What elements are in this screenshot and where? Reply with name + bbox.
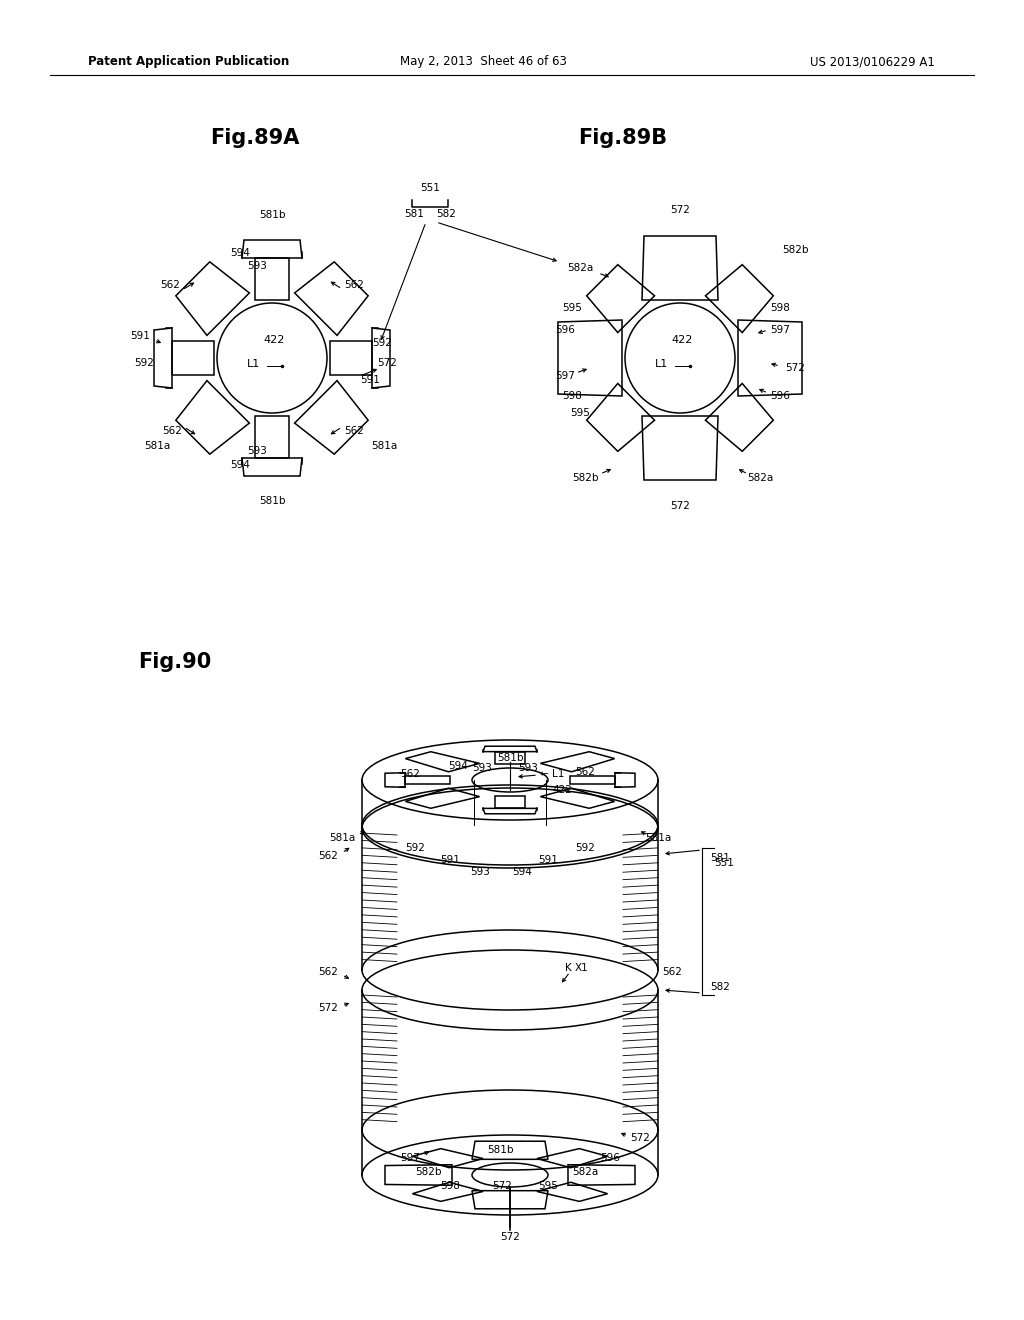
Text: 582: 582	[710, 982, 730, 993]
Text: 562: 562	[663, 968, 682, 977]
Text: L1: L1	[655, 359, 669, 370]
Text: 596: 596	[600, 1152, 620, 1163]
Text: 597: 597	[400, 1152, 420, 1163]
Text: 595: 595	[570, 408, 590, 418]
Text: 594: 594	[512, 867, 531, 876]
Text: 572: 572	[500, 1232, 520, 1242]
Text: L1: L1	[248, 359, 261, 370]
Text: ← L1: ← L1	[540, 770, 564, 779]
Text: 591: 591	[538, 855, 558, 865]
Text: 572: 572	[493, 1181, 512, 1191]
Text: 582b: 582b	[781, 246, 808, 255]
Text: 592: 592	[575, 843, 595, 853]
Text: 562: 562	[344, 280, 364, 290]
Text: 592: 592	[406, 843, 425, 853]
Text: Patent Application Publication: Patent Application Publication	[88, 55, 289, 69]
Text: 593: 593	[472, 763, 492, 774]
Text: 581b: 581b	[486, 1144, 513, 1155]
Text: 582: 582	[436, 209, 456, 219]
Text: Fig.89A: Fig.89A	[210, 128, 299, 148]
Text: 562: 562	[400, 770, 420, 779]
Text: 562: 562	[575, 767, 595, 777]
Text: 594: 594	[230, 459, 250, 470]
Text: 572: 572	[785, 363, 805, 374]
Text: 592: 592	[134, 358, 154, 368]
Text: 592: 592	[372, 338, 392, 348]
Text: 581: 581	[404, 209, 424, 219]
Text: 581a: 581a	[144, 441, 170, 451]
Text: 591: 591	[130, 331, 150, 341]
Text: 591: 591	[440, 855, 460, 865]
Text: 598: 598	[770, 304, 790, 313]
Text: 562: 562	[318, 851, 338, 861]
Text: 551: 551	[420, 183, 440, 193]
Text: K: K	[564, 964, 571, 973]
Text: Fig.89B: Fig.89B	[578, 128, 667, 148]
Text: 562: 562	[162, 426, 182, 436]
Text: Fig.90: Fig.90	[138, 652, 211, 672]
Text: 598: 598	[562, 391, 582, 401]
Text: 422: 422	[552, 785, 571, 795]
Text: 596: 596	[555, 325, 574, 335]
Text: 581a: 581a	[371, 441, 397, 451]
Text: 581b: 581b	[259, 210, 286, 220]
Text: 581b: 581b	[259, 496, 286, 506]
Text: 582b: 582b	[571, 473, 598, 483]
Text: 572: 572	[670, 502, 690, 511]
Text: 572: 572	[630, 1133, 650, 1143]
Text: 562: 562	[318, 968, 338, 977]
Text: May 2, 2013  Sheet 46 of 63: May 2, 2013 Sheet 46 of 63	[400, 55, 567, 69]
Text: 593: 593	[470, 867, 489, 876]
Text: 572: 572	[670, 205, 690, 215]
Text: 591: 591	[360, 375, 380, 385]
Text: 593: 593	[247, 261, 267, 271]
Text: 594: 594	[230, 248, 250, 257]
Text: 595: 595	[562, 304, 582, 313]
Text: 593: 593	[518, 763, 538, 774]
Text: 582a: 582a	[746, 473, 773, 483]
Text: X1: X1	[575, 964, 589, 973]
Text: 581b: 581b	[497, 752, 523, 763]
Text: 581a: 581a	[645, 833, 671, 843]
Text: 422: 422	[263, 335, 285, 345]
Text: 597: 597	[770, 325, 790, 335]
Text: 596: 596	[770, 391, 790, 401]
Text: 562: 562	[160, 280, 180, 290]
Text: 562: 562	[344, 426, 364, 436]
Text: 422: 422	[672, 335, 692, 345]
Text: 581: 581	[710, 853, 730, 863]
Text: 572: 572	[377, 358, 397, 368]
Text: 572: 572	[318, 1003, 338, 1012]
Text: 582a: 582a	[567, 263, 593, 273]
Text: 598: 598	[440, 1181, 460, 1191]
Text: 551: 551	[714, 858, 734, 869]
Text: 582a: 582a	[571, 1167, 598, 1177]
Text: 593: 593	[247, 446, 267, 455]
Text: 581a: 581a	[329, 833, 355, 843]
Text: 595: 595	[538, 1181, 558, 1191]
Text: US 2013/0106229 A1: US 2013/0106229 A1	[810, 55, 935, 69]
Text: 582b: 582b	[415, 1167, 441, 1177]
Text: 597: 597	[555, 371, 574, 381]
Text: 594: 594	[449, 762, 468, 771]
